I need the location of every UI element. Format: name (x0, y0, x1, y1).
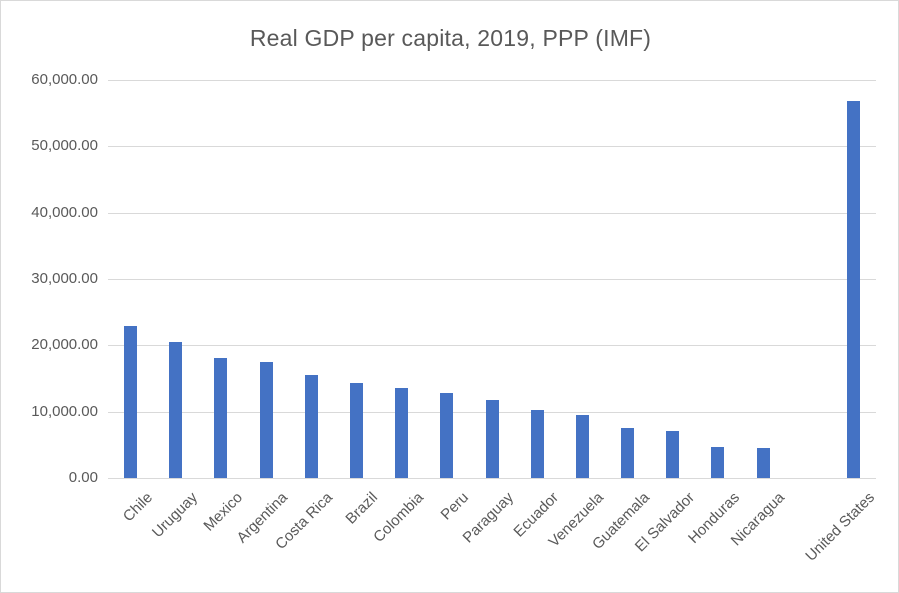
gridline (108, 146, 876, 148)
x-axis-label-peru: Peru (437, 489, 472, 524)
x-axis-label-brazil: Brazil (342, 489, 382, 528)
gridline (108, 80, 876, 81)
bar-honduras (711, 446, 725, 478)
gridline (108, 279, 876, 280)
bar-paraguay (485, 400, 499, 478)
y-axis-tick-label: 0.00 (68, 469, 98, 486)
bar-el-salvador (666, 430, 680, 478)
y-axis-tick-label: 40,000.00 (31, 203, 98, 221)
y-axis-tick-label: 60,000.00 (31, 71, 98, 88)
bar-peru (440, 393, 454, 478)
bar-united-states (846, 101, 860, 478)
plot-area (108, 80, 876, 479)
x-axis-label-chile: Chile (119, 489, 156, 526)
bar-uruguay (169, 341, 183, 478)
x-axis-label-united-states: United States (802, 489, 879, 565)
y-axis-tick-label: 20,000.00 (31, 336, 98, 354)
gridline (108, 212, 876, 214)
y-axis-tick-label: 50,000.00 (31, 137, 98, 155)
bar-guatemala (621, 427, 635, 478)
bar-mexico (214, 358, 228, 478)
bar-venezuela (575, 415, 589, 478)
bar-nicaragua (756, 447, 770, 478)
bar-colombia (395, 388, 409, 478)
chart-title: Real GDP per capita, 2019, PPP (IMF) (249, 25, 652, 51)
bar-brazil (349, 383, 363, 478)
y-axis-tick-label: 30,000.00 (31, 270, 98, 287)
bar-ecuador (530, 410, 544, 478)
gridline (108, 345, 876, 347)
y-axis-tick-label: 10,000.00 (31, 402, 98, 420)
bar-argentina (259, 362, 273, 478)
x-axis-label-uruguay: Uruguay (148, 489, 201, 542)
bar-costa-rica (304, 375, 318, 478)
bar-chile (124, 326, 138, 478)
